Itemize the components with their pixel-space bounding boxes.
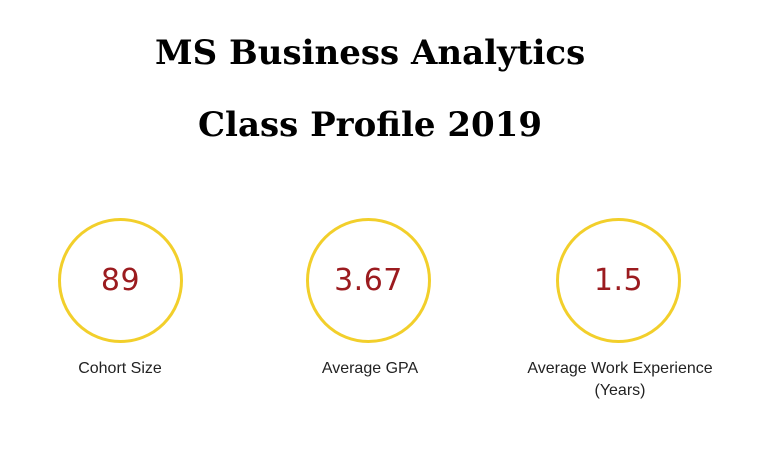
work-experience-circle: 1.5 <box>556 218 681 343</box>
work-experience-label-text: Average Work Experience <box>527 360 713 377</box>
average-gpa-label-text: Average GPA <box>321 360 419 377</box>
average-gpa-circle: 3.67 <box>306 218 431 343</box>
page-title-line-2: Class Profile 2019 <box>197 105 543 145</box>
cohort-size-label-text: Cohort Size <box>78 360 162 377</box>
average-gpa-value: 3.67 <box>334 263 403 298</box>
work-experience-label: Average Work Experience (Years) <box>500 358 740 402</box>
average-gpa-label: Average GPA <box>290 358 450 380</box>
work-experience-label-unit: (Years) <box>594 382 646 399</box>
cohort-size-value: 89 <box>100 263 141 298</box>
page-title-line-1: MS Business Analytics <box>155 33 586 73</box>
cohort-size-circle: 89 <box>58 218 183 343</box>
work-experience-value: 1.5 <box>593 263 644 298</box>
cohort-size-label: Cohort Size <box>40 358 200 380</box>
